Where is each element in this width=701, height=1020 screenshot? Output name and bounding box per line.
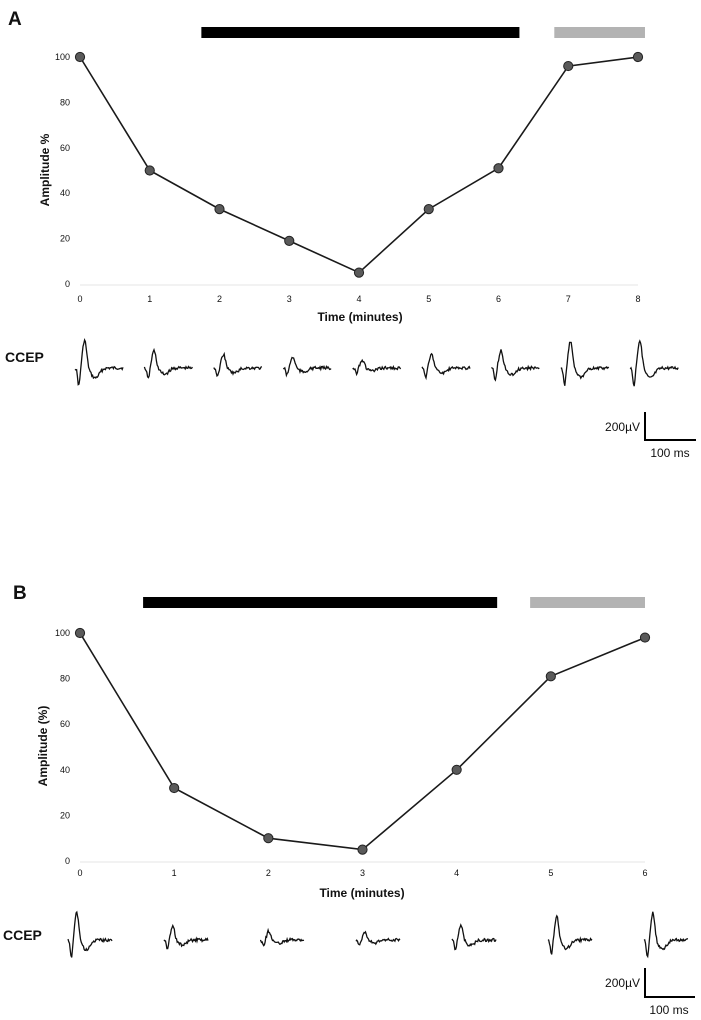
series-line-b [79, 632, 646, 851]
y-tick-label-a-2: 40 [60, 188, 70, 198]
y-tick-label-a-3: 60 [60, 143, 70, 153]
ccep-trace-b-4 [451, 923, 497, 951]
data-point-a-3 [284, 235, 295, 246]
data-point-b-6 [639, 632, 651, 643]
timeline-bar-b-1 [530, 597, 645, 608]
y-tick-label-a-0: 0 [65, 279, 70, 289]
data-point-a-1 [144, 165, 155, 176]
x-tick-label-b-5: 5 [548, 868, 553, 878]
x-tick-label-b-1: 1 [172, 868, 177, 878]
y-axis-title-b: Amplitude (%) [36, 706, 50, 787]
data-point-b-1 [169, 782, 180, 794]
ccep-trace-a-5 [421, 352, 471, 381]
x-tick-label-b-3: 3 [360, 868, 365, 878]
y-tick-label-b-2: 40 [60, 765, 70, 775]
data-point-b-4 [451, 764, 462, 775]
scale-voltage-label-a: 200µV [605, 420, 640, 434]
ccep-trace-b-6 [643, 911, 689, 959]
ccep-trace-a-6 [491, 349, 540, 382]
ccep-trace-b-0 [67, 910, 113, 958]
panel-a: A Time (minutes) Amplitude % CCEP 200µV … [5, 9, 696, 460]
data-point-a-8 [632, 51, 644, 63]
ccep-trace-b-1 [163, 923, 209, 950]
ccep-label-b: CCEP [3, 927, 42, 943]
ccep-trace-a-3 [282, 356, 332, 378]
timeline-bar-a-0 [201, 27, 520, 38]
timeline-bar-a-1 [554, 27, 645, 38]
x-tick-label-b-0: 0 [77, 868, 82, 878]
timeline-bar-b-0 [143, 597, 498, 608]
ccep-label-a: CCEP [5, 349, 44, 365]
x-tick-label-a-4: 4 [356, 294, 361, 304]
series-line-a [79, 56, 639, 274]
ccep-trace-a-4 [352, 358, 402, 377]
y-tick-label-b-5: 100 [55, 628, 70, 638]
scale-time-label-a: 100 ms [650, 446, 689, 460]
x-tick-label-a-7: 7 [566, 294, 571, 304]
y-tick-label-b-1: 20 [60, 810, 70, 820]
y-tick-label-b-4: 80 [60, 674, 70, 684]
ccep-trace-b-2 [260, 927, 305, 947]
x-tick-label-a-3: 3 [287, 294, 292, 304]
panel-label-b: B [13, 583, 27, 604]
x-tick-label-a-5: 5 [426, 294, 431, 304]
ccep-trace-a-0 [74, 338, 124, 386]
ccep-trace-a-7 [560, 341, 610, 386]
x-tick-label-a-0: 0 [77, 294, 82, 304]
data-point-b-2 [263, 833, 274, 844]
scale-bar-a: 200µV 100 ms [605, 412, 696, 460]
scale-voltage-label-b: 200µV [605, 976, 640, 990]
data-point-a-6 [493, 163, 504, 174]
data-point-b-0 [74, 627, 86, 639]
y-axis-title-a: Amplitude % [38, 133, 52, 206]
y-tick-label-a-1: 20 [60, 234, 70, 244]
data-point-a-0 [74, 51, 86, 63]
data-point-a-2 [214, 203, 225, 215]
x-tick-label-a-2: 2 [217, 294, 222, 304]
x-tick-label-b-4: 4 [454, 868, 459, 878]
ccep-trace-b-3 [355, 930, 401, 946]
data-point-b-3 [357, 844, 368, 855]
data-point-b-5 [545, 671, 556, 682]
panel-b: B Time (minutes) Amplitude (%) CCEP 200µ… [3, 583, 695, 1017]
scale-bar-b: 200µV 100 ms [605, 968, 695, 1017]
y-tick-label-b-0: 0 [65, 856, 70, 866]
y-tick-label-b-3: 60 [60, 719, 70, 729]
x-axis-title-a: Time (minutes) [317, 310, 402, 324]
y-tick-label-a-5: 100 [55, 52, 70, 62]
panel-label-a: A [8, 9, 22, 30]
data-point-a-7 [563, 60, 574, 72]
x-tick-label-b-6: 6 [642, 868, 647, 878]
x-tick-label-a-8: 8 [635, 294, 640, 304]
ccep-trace-b-5 [547, 914, 593, 955]
x-tick-label-a-1: 1 [147, 294, 152, 304]
y-tick-label-a-4: 80 [60, 97, 70, 107]
scale-time-label-b: 100 ms [649, 1003, 688, 1017]
x-tick-label-a-6: 6 [496, 294, 501, 304]
x-tick-label-b-2: 2 [266, 868, 271, 878]
ccep-trace-a-2 [213, 351, 263, 378]
data-point-a-5 [423, 203, 434, 215]
ccep-trace-a-8 [629, 339, 679, 387]
ccep-trace-a-1 [143, 347, 193, 379]
x-axis-title-b: Time (minutes) [319, 886, 404, 900]
data-point-a-4 [353, 267, 365, 278]
